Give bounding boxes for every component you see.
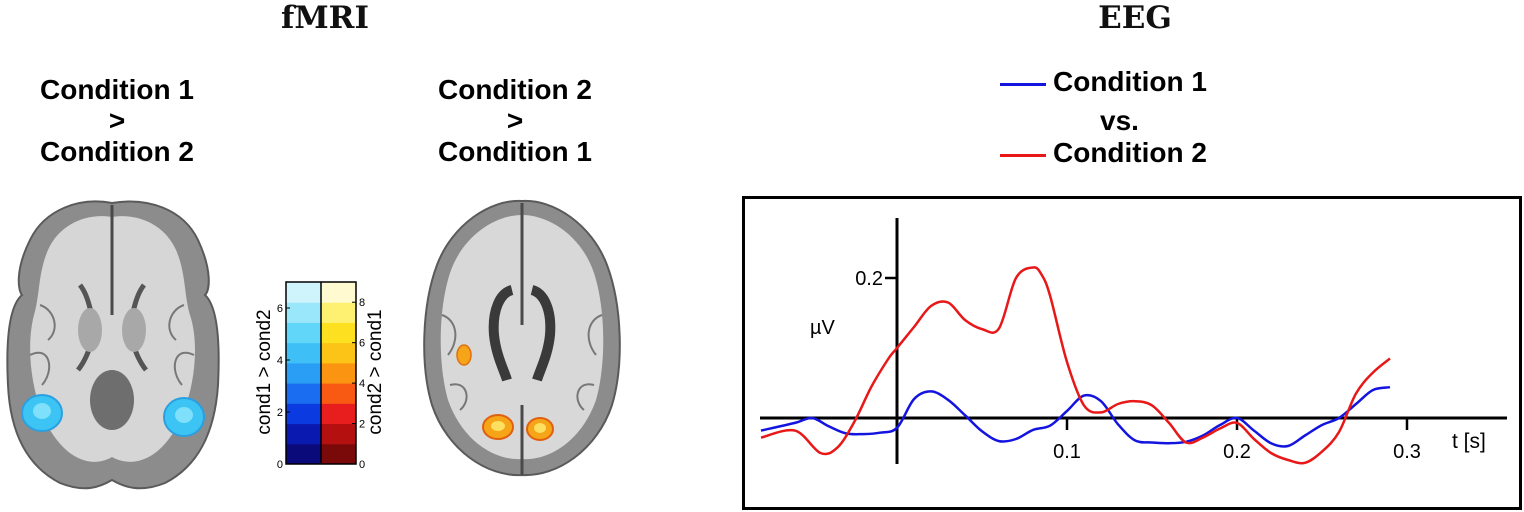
fmri-left-heading-line1: Condition 1 (40, 74, 194, 105)
thalamus-left (78, 308, 102, 352)
white-matter (440, 215, 604, 460)
brain-slice-right (423, 199, 621, 477)
ventricle-right (530, 285, 556, 382)
legend-label-condition2: Condition 2 (1053, 137, 1207, 168)
fmri-right-heading-line2: > (506, 105, 524, 136)
activation-cond2-lateral (456, 344, 472, 366)
colorbar-segment (321, 302, 356, 323)
fmri-title: fMRI (281, 0, 369, 36)
sulcus-left (29, 304, 56, 386)
legend-vs: vs. (1100, 105, 1139, 136)
colorbar-tick-label: 4 (359, 378, 365, 390)
colorbar-tick-label: 8 (359, 297, 365, 309)
x-axis-label: t [s] (1452, 430, 1486, 453)
ventricle-left (488, 285, 514, 382)
colorbar-segment (286, 423, 321, 445)
fmri-left-heading-line3: Condition 2 (40, 136, 194, 167)
y-tick-label: 0.2 (855, 268, 883, 290)
colorbar-segment (286, 443, 321, 465)
colorbar-segment (286, 302, 321, 323)
legend-label-condition1: Condition 1 (1053, 66, 1207, 97)
colorbar-right-label: cond2 > cond1 (365, 309, 386, 434)
thalamus-right (122, 308, 146, 352)
activation-core (175, 407, 193, 423)
colorbar-tick-label: 0 (359, 459, 365, 471)
brain-slice-left (6, 200, 220, 490)
activation-core (534, 423, 546, 433)
fmri-right-heading-line1: Condition 2 (438, 74, 592, 105)
series-line-condition2 (760, 266, 1391, 465)
colorbar-tick-label: 4 (277, 355, 283, 367)
colorbar-tick-label: 6 (277, 303, 283, 315)
colorbar-segment (321, 443, 356, 465)
sulcus-right (168, 304, 195, 386)
colorbar-segment (321, 342, 356, 364)
colorbar-tick-label: 6 (359, 338, 365, 350)
white-matter (30, 216, 195, 462)
sulcus-right (576, 314, 603, 411)
cerebellum (90, 370, 134, 430)
series-line-condition1 (760, 385, 1391, 448)
colorbar-segment (321, 383, 356, 404)
colorbar-tick-label: 2 (359, 419, 365, 431)
colorbar-segment (321, 423, 356, 445)
colorbar-segment (321, 403, 356, 425)
activation-core (33, 403, 51, 419)
activation-core (491, 421, 505, 431)
colorbar-segment (286, 403, 321, 425)
colorbar-segment (321, 362, 356, 384)
colorbar-segment (286, 322, 321, 344)
fmri-right-heading-line3: Condition 1 (438, 136, 592, 167)
x-tick-label: 0.1 (1053, 441, 1081, 463)
colorbar-segment (286, 362, 321, 384)
eeg-title: EEG (1098, 0, 1172, 36)
eeg-chart: 0.1 0.2 0.3 0.2 µV t [s] (742, 196, 1522, 510)
colorbar-segment (321, 322, 356, 344)
legend-swatch-condition2 (1000, 154, 1046, 157)
sulcus-left (441, 314, 468, 411)
colorbar-left-label: cond1 > cond2 (254, 309, 275, 434)
colorbar-segment (321, 282, 356, 303)
x-tick-label: 0.3 (1393, 441, 1421, 463)
colorbar-segment (286, 383, 321, 404)
fmri-left-heading: Condition 1 > Condition 2 (0, 74, 247, 167)
colorbar-cond2 (321, 282, 356, 465)
colorbar-segment (286, 282, 321, 303)
colorbar-tick-label: 2 (277, 407, 283, 419)
chart-frame (742, 196, 1522, 510)
colorbars: 0 2 4 6 0 2 4 6 8 cond1 > cond2 cond2 > cond1 (254, 281, 386, 471)
fmri-left-heading-line2: > (108, 105, 126, 136)
x-tick-label: 0.2 (1223, 441, 1251, 463)
legend-swatch-condition1 (1000, 83, 1046, 86)
fmri-right-heading: Condition 2 > Condition 1 (385, 74, 645, 167)
y-axis-label: µV (810, 317, 836, 339)
colorbar-tick-label: 0 (277, 459, 283, 471)
colorbar-cond1 (286, 282, 321, 465)
colorbar-segment (286, 342, 321, 364)
